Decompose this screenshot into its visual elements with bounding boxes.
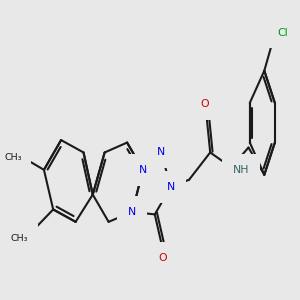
Text: Cl: Cl [278, 28, 288, 38]
Text: N: N [157, 148, 166, 158]
Text: N: N [128, 207, 136, 217]
Text: O: O [201, 99, 209, 109]
Text: O: O [158, 253, 167, 263]
Text: CH₃: CH₃ [4, 153, 22, 162]
Text: CH₃: CH₃ [11, 234, 28, 243]
Text: N: N [167, 182, 175, 192]
Text: NH: NH [232, 165, 249, 175]
Text: N: N [139, 165, 147, 175]
